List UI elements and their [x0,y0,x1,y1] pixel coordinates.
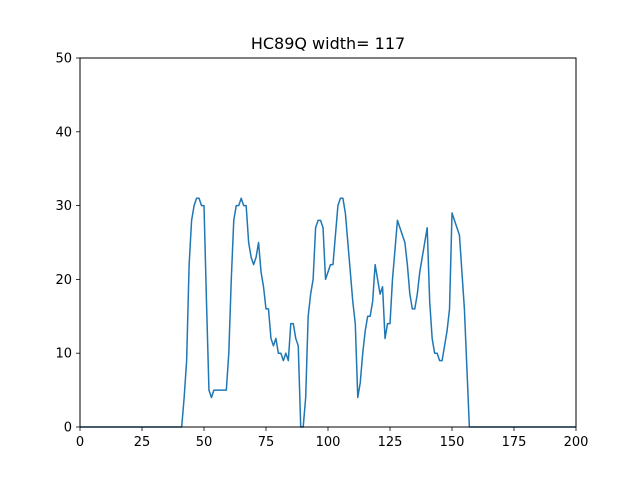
x-tick-label: 100 [316,435,341,450]
x-tick-label: 150 [440,435,465,450]
plot-area [80,197,576,428]
x-axis: 0 25 50 75 100 125 150 175 200 [76,427,589,450]
axes-frame [79,57,577,428]
x-tick-label: 50 [196,435,213,450]
y-axis: 0 10 20 30 40 50 [55,52,80,436]
y-tick-label: 20 [55,273,72,288]
y-tick-label: 30 [55,199,72,214]
chart-title: HC89Q width= 117 [251,34,405,53]
y-tick-label: 0 [64,421,72,436]
y-tick-label: 50 [55,52,72,67]
x-tick-label: 125 [378,435,403,450]
x-tick-label: 200 [564,435,589,450]
series-line-0 [80,197,576,428]
y-tick-label: 40 [55,125,72,140]
y-tick-label: 10 [55,347,72,362]
x-tick-label: 25 [134,435,151,450]
x-tick-label: 0 [76,435,84,450]
x-tick-label: 175 [502,435,527,450]
x-tick-label: 75 [258,435,275,450]
